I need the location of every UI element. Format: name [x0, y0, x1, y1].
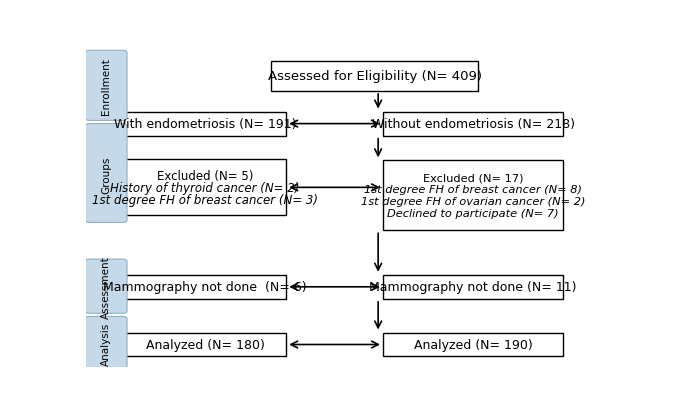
FancyBboxPatch shape: [85, 317, 127, 369]
FancyBboxPatch shape: [383, 112, 563, 136]
Text: Analysis: Analysis: [101, 322, 111, 365]
Text: Assessed for Eligibility (N= 409): Assessed for Eligibility (N= 409): [268, 70, 482, 83]
Text: 1st degree FH of breast cancer (N= 8): 1st degree FH of breast cancer (N= 8): [364, 185, 582, 195]
Text: 1st degree FH of breast cancer (N= 3): 1st degree FH of breast cancer (N= 3): [92, 194, 318, 206]
Text: Mammography not done  (N= 6): Mammography not done (N= 6): [103, 280, 307, 294]
FancyBboxPatch shape: [124, 160, 286, 216]
FancyBboxPatch shape: [124, 112, 286, 136]
Text: Excluded (N= 5): Excluded (N= 5): [157, 169, 253, 182]
FancyBboxPatch shape: [383, 333, 563, 356]
FancyBboxPatch shape: [85, 259, 127, 313]
Text: Enrollment: Enrollment: [101, 58, 111, 114]
FancyBboxPatch shape: [85, 124, 127, 223]
Text: Declined to participate (N= 7): Declined to participate (N= 7): [387, 209, 559, 219]
Text: Without endometriosis (N= 218): Without endometriosis (N= 218): [372, 118, 575, 131]
FancyBboxPatch shape: [383, 161, 563, 231]
Text: Excluded (N= 17): Excluded (N= 17): [423, 173, 523, 183]
FancyBboxPatch shape: [85, 51, 127, 121]
FancyBboxPatch shape: [124, 333, 286, 356]
Text: 1st degree FH of ovarian cancer (N= 2): 1st degree FH of ovarian cancer (N= 2): [361, 197, 586, 207]
FancyBboxPatch shape: [271, 62, 478, 92]
Text: With endometriosis (N= 191): With endometriosis (N= 191): [114, 118, 297, 131]
FancyBboxPatch shape: [383, 275, 563, 299]
Text: Analyzed (N= 190): Analyzed (N= 190): [414, 338, 532, 351]
FancyBboxPatch shape: [124, 275, 286, 299]
Text: Analyzed (N= 180): Analyzed (N= 180): [146, 338, 264, 351]
Text: Groups: Groups: [101, 157, 111, 194]
Text: Assessment: Assessment: [101, 255, 111, 318]
Text: History of thyroid cancer (N= 2): History of thyroid cancer (N= 2): [110, 181, 300, 195]
Text: Mammography not done (N= 11): Mammography not done (N= 11): [369, 280, 577, 294]
